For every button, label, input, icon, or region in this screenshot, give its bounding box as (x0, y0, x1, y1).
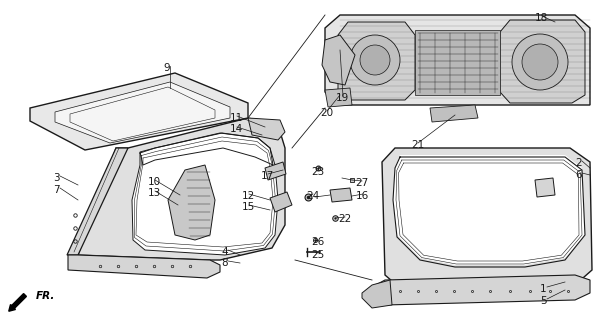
Polygon shape (382, 148, 592, 288)
Text: 8: 8 (221, 258, 227, 268)
Polygon shape (500, 20, 585, 103)
Polygon shape (55, 82, 230, 143)
Polygon shape (67, 148, 128, 255)
Text: 26: 26 (311, 237, 324, 247)
Text: 19: 19 (336, 93, 349, 103)
Text: 7: 7 (53, 185, 60, 195)
Text: 22: 22 (338, 214, 351, 224)
Text: 11: 11 (230, 113, 243, 123)
Polygon shape (265, 162, 286, 180)
Polygon shape (140, 133, 273, 165)
Text: 20: 20 (320, 108, 333, 118)
Text: FR.: FR. (36, 291, 56, 301)
Polygon shape (338, 22, 415, 100)
Text: 24: 24 (306, 191, 319, 201)
Polygon shape (362, 280, 392, 308)
Polygon shape (430, 105, 478, 122)
Text: 21: 21 (411, 140, 424, 150)
Polygon shape (68, 255, 220, 278)
Text: 27: 27 (355, 178, 368, 188)
FancyArrow shape (9, 293, 26, 311)
Text: 13: 13 (148, 188, 161, 198)
Circle shape (360, 45, 390, 75)
Text: 16: 16 (356, 191, 370, 201)
Polygon shape (372, 275, 590, 305)
Polygon shape (132, 133, 278, 255)
Text: 15: 15 (242, 202, 256, 212)
Text: 2: 2 (575, 158, 581, 168)
Polygon shape (325, 88, 352, 107)
Polygon shape (415, 30, 500, 95)
Text: 3: 3 (53, 173, 60, 183)
Text: 9: 9 (163, 63, 170, 73)
Polygon shape (330, 188, 352, 202)
Text: 4: 4 (221, 247, 227, 257)
Polygon shape (270, 192, 292, 212)
Polygon shape (325, 15, 590, 105)
Polygon shape (248, 118, 285, 140)
Text: 10: 10 (148, 177, 161, 187)
Text: 5: 5 (540, 296, 547, 306)
Text: 25: 25 (311, 250, 324, 260)
Polygon shape (322, 35, 355, 85)
Text: 6: 6 (575, 170, 581, 180)
Polygon shape (78, 118, 285, 260)
Text: 18: 18 (535, 13, 548, 23)
Polygon shape (168, 165, 215, 240)
Text: 17: 17 (261, 171, 274, 181)
Polygon shape (30, 73, 248, 150)
Text: 12: 12 (242, 191, 256, 201)
Circle shape (350, 35, 400, 85)
Polygon shape (535, 178, 555, 197)
Text: 23: 23 (311, 167, 324, 177)
Text: 1: 1 (540, 284, 547, 294)
Text: 14: 14 (230, 124, 243, 134)
Circle shape (512, 34, 568, 90)
Circle shape (522, 44, 558, 80)
Polygon shape (393, 155, 585, 265)
